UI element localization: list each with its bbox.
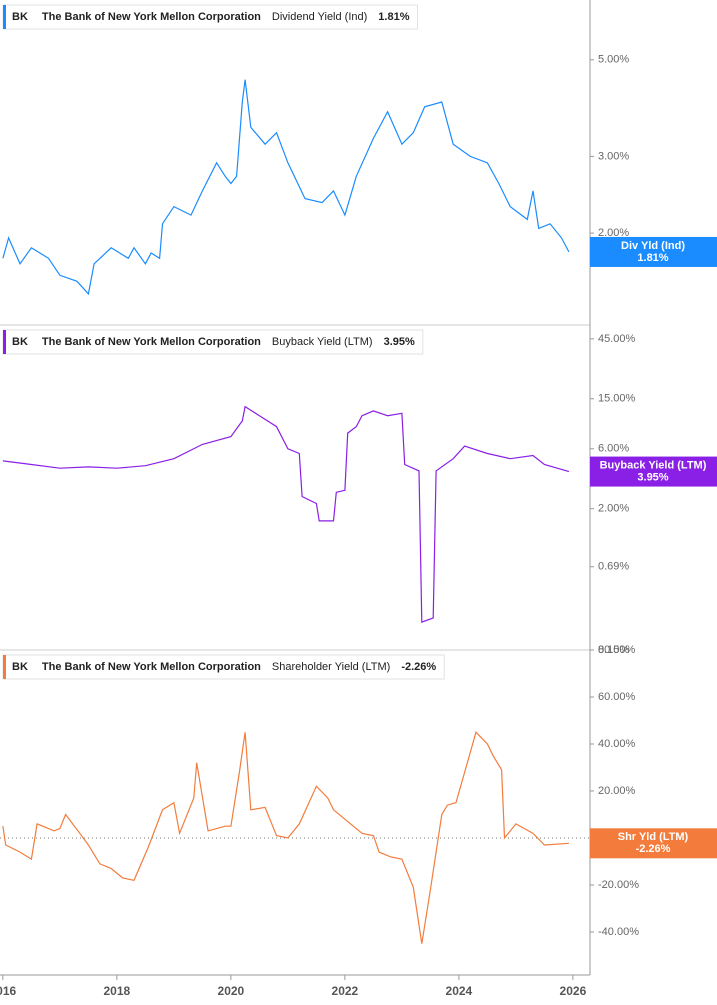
- y-tick-label: 15.00%: [598, 393, 636, 405]
- y-tick-label: 2.00%: [598, 503, 629, 515]
- badge-label: Buyback Yield (LTM): [600, 459, 707, 471]
- header-ticker: BK: [12, 11, 28, 23]
- header-current: 1.81%: [378, 11, 409, 23]
- header-accent: [3, 5, 6, 29]
- badge-label: Div Yld (Ind): [621, 240, 685, 252]
- header-company: The Bank of New York Mellon Corporation: [42, 336, 261, 348]
- y-tick-label: 0.69%: [598, 561, 629, 573]
- x-tick-label: 2020: [218, 984, 245, 998]
- header-company: The Bank of New York Mellon Corporation: [42, 11, 261, 23]
- y-tick-label: 20.00%: [598, 785, 636, 797]
- header-ticker: BK: [12, 661, 28, 673]
- series-line: [2, 405, 570, 623]
- header-metric: Shareholder Yield (LTM): [272, 661, 390, 673]
- value-badge: [590, 456, 717, 487]
- badge-value: 3.95%: [637, 471, 668, 483]
- header-current: 3.95%: [384, 336, 415, 348]
- header-metric: Buyback Yield (LTM): [272, 336, 373, 348]
- badge-value: -2.26%: [636, 843, 671, 855]
- y-tick-label: 3.00%: [598, 150, 629, 162]
- y-tick-label: 80.00%: [598, 644, 636, 656]
- badge-label: Shr Yld (LTM): [618, 831, 689, 843]
- x-tick-label: 2022: [332, 984, 359, 998]
- value-badge: [590, 236, 717, 267]
- y-tick-label: 5.00%: [598, 54, 629, 66]
- x-tick-label: 2018: [104, 984, 131, 998]
- header-box: [2, 329, 424, 355]
- y-tick-label: 2.00%: [598, 227, 629, 239]
- y-tick-label: 0.15%: [598, 644, 629, 656]
- x-tick-label: 2026: [560, 984, 587, 998]
- y-tick-label: -40.00%: [598, 926, 639, 938]
- header-box: [2, 4, 418, 30]
- header-company: The Bank of New York Mellon Corporation: [42, 661, 261, 673]
- panel-header: BK The Bank of New York Mellon Corporatio…: [2, 4, 418, 30]
- y-tick-label: 6.00%: [598, 443, 629, 455]
- header-accent: [3, 655, 6, 679]
- y-tick-label: 60.00%: [598, 691, 636, 703]
- header-ticker: BK: [12, 336, 28, 348]
- value-badge: [590, 828, 717, 859]
- panel-header: BK The Bank of New York Mellon Corporatio…: [2, 329, 424, 355]
- x-tick-label: 2016: [0, 984, 17, 998]
- panel-header: BK The Bank of New York Mellon Corporatio…: [2, 654, 445, 680]
- series-line: [2, 731, 569, 944]
- badge-value: 1.81%: [637, 252, 668, 264]
- y-tick-label: -20.00%: [598, 879, 639, 891]
- y-tick-label: 40.00%: [598, 738, 636, 750]
- y-tick-label: 45.00%: [598, 333, 636, 345]
- x-tick-label: 2024: [446, 984, 473, 998]
- series-line: [2, 79, 570, 296]
- header-current: -2.26%: [401, 661, 436, 673]
- header-metric: Dividend Yield (Ind): [272, 11, 367, 23]
- header-accent: [3, 330, 6, 354]
